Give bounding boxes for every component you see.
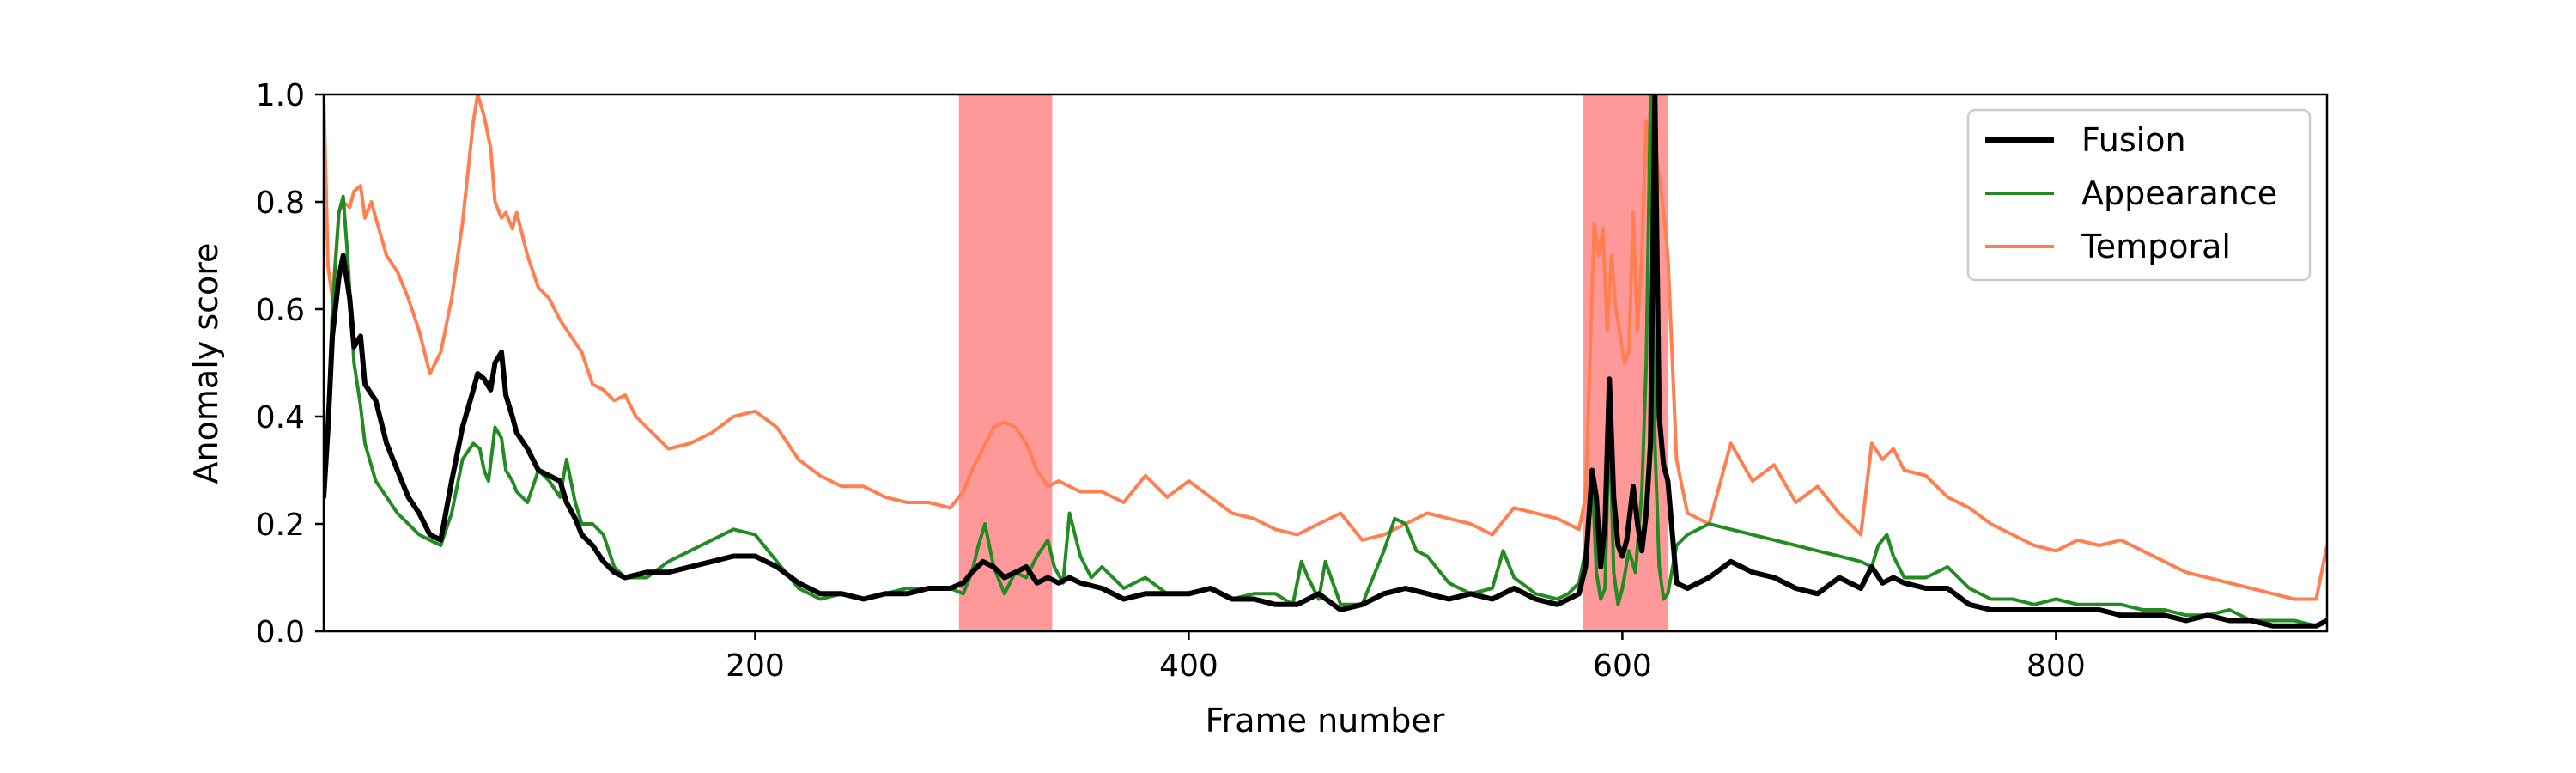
y-axis: 0.0 0.2 0.4 0.6 0.8 1.0	[256, 78, 324, 650]
legend-label-temporal: Temporal	[2081, 228, 2231, 265]
y-tick-label: 0.8	[256, 186, 305, 221]
legend-label-appearance: Appearance	[2081, 174, 2277, 212]
x-tick-label: 600	[1593, 648, 1652, 684]
plot-frame	[322, 93, 2329, 633]
x-axis-title: Frame number	[1206, 702, 1445, 740]
series-line-appearance	[324, 94, 2327, 628]
y-tick-label: 0.4	[256, 400, 305, 435]
y-tick-label: 0.2	[256, 508, 305, 543]
series-line-fusion	[324, 94, 2327, 629]
y-tick-label: 0.6	[256, 293, 305, 328]
y-tick-label: 0.0	[256, 615, 305, 650]
y-tick-label: 1.0	[256, 78, 305, 113]
legend: Fusion Appearance Temporal	[1966, 108, 2312, 282]
y-axis-title: Anomaly score	[187, 243, 225, 484]
series-line-temporal	[324, 94, 2327, 601]
legend-label-fusion: Fusion	[2081, 121, 2186, 159]
anomaly-region-1	[958, 94, 1053, 631]
x-tick-label: 400	[1159, 648, 1218, 684]
x-tick-label: 200	[726, 648, 785, 684]
legend-box	[1966, 108, 2312, 282]
series-lines	[324, 94, 2327, 629]
x-axis: 200 400 600 800	[726, 631, 2086, 684]
x-tick-label: 800	[2026, 648, 2086, 684]
